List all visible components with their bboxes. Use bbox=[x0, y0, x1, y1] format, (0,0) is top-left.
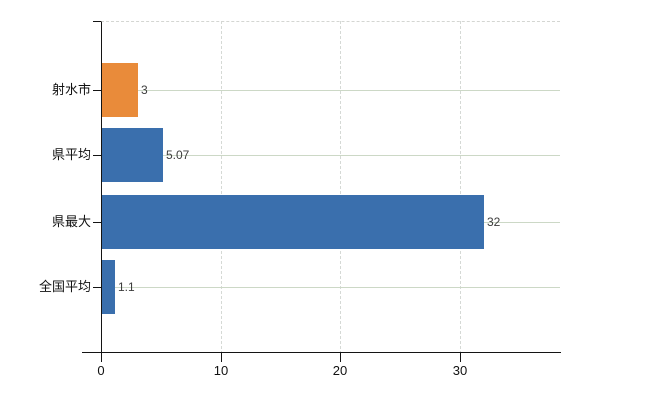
x-tick-label: 10 bbox=[213, 363, 229, 378]
category-label: 県平均 bbox=[51, 147, 91, 162]
bar-2 bbox=[102, 128, 163, 182]
y-axis-tick bbox=[93, 287, 101, 288]
horizontal-gridline bbox=[102, 155, 560, 156]
category-label: 県最大 bbox=[51, 214, 91, 229]
bar-value-label: 1.1 bbox=[118, 280, 135, 294]
vertical-gridline bbox=[340, 21, 341, 352]
vertical-gridline bbox=[221, 21, 222, 352]
plot-area bbox=[101, 21, 560, 352]
x-axis-tick bbox=[460, 352, 461, 362]
vertical-gridline bbox=[460, 21, 461, 352]
bar-3 bbox=[102, 195, 484, 249]
bar-4 bbox=[102, 260, 115, 314]
category-label: 射水市 bbox=[51, 82, 91, 97]
horizontal-gridline bbox=[102, 90, 560, 91]
x-axis-line bbox=[82, 352, 561, 353]
y-axis-tick bbox=[93, 155, 101, 156]
category-label: 全国平均 bbox=[38, 279, 91, 294]
y-axis-tick bbox=[93, 90, 101, 91]
bar-value-label: 3 bbox=[141, 83, 148, 97]
horizontal-gridline bbox=[102, 287, 560, 288]
x-axis-tick bbox=[221, 352, 222, 362]
bar-value-label: 5.07 bbox=[166, 148, 190, 162]
x-tick-label: 20 bbox=[332, 363, 348, 378]
x-tick-label: 0 bbox=[97, 363, 105, 378]
x-tick-label: 30 bbox=[452, 363, 468, 378]
y-axis-tick bbox=[93, 21, 101, 22]
bar-value-label: 32 bbox=[487, 215, 501, 229]
x-axis-tick bbox=[101, 352, 102, 362]
x-axis-tick bbox=[340, 352, 341, 362]
y-axis-tick bbox=[93, 222, 101, 223]
bar-1 bbox=[102, 63, 138, 117]
